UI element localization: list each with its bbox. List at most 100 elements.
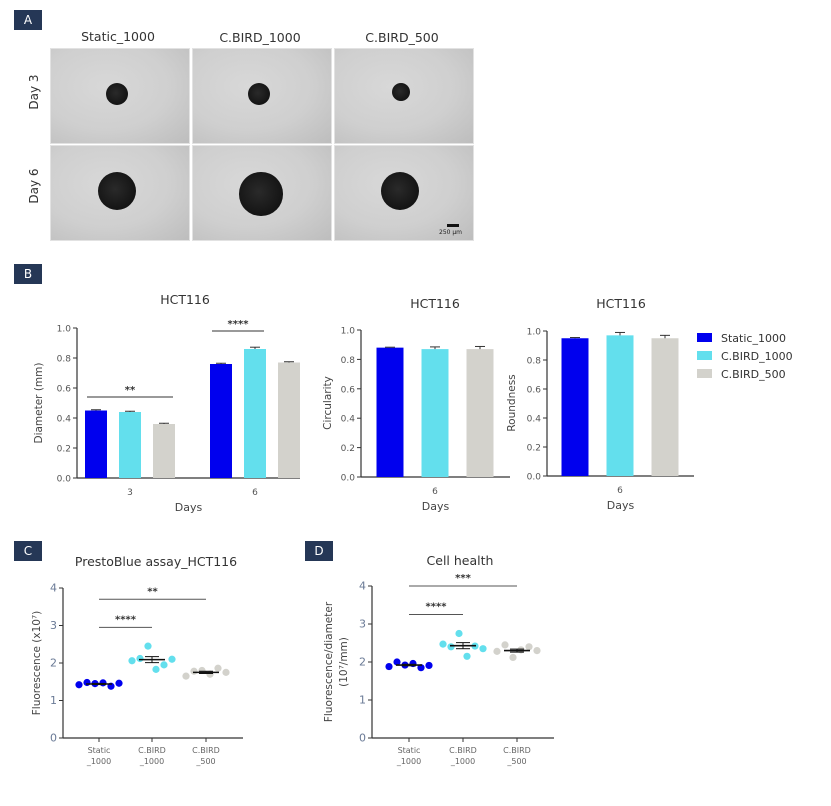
y-tick-label: 0.8: [527, 357, 542, 367]
data-point: [136, 654, 144, 663]
bar-cbird-1000: [606, 335, 634, 476]
micrograph-day-6-1: [192, 145, 332, 241]
legend-label-0: Static_1000: [721, 332, 786, 345]
bar-cbird-1000: [421, 349, 449, 477]
y-tick-label: 0.8: [57, 355, 72, 365]
bar-static-1000: [85, 410, 107, 478]
x-tick-label: 6: [252, 488, 258, 498]
y-tick-label: 0.0: [341, 474, 356, 484]
data-point: [190, 667, 198, 675]
x-tick-label: Static: [398, 746, 421, 755]
y-tick-label: 0.2: [57, 445, 71, 455]
bar-cbird-500: [651, 338, 679, 476]
y-tick-label: 1.0: [341, 327, 356, 337]
x-tick-label: _500: [506, 757, 526, 766]
y-tick-label: 4: [359, 580, 366, 593]
x-tick-label: C.BIRD: [449, 746, 477, 755]
legend-label-1: C.BIRD_1000: [721, 350, 793, 363]
data-point: [182, 672, 190, 680]
data-point: [525, 643, 533, 651]
x-tick-label: C.BIRD: [138, 746, 166, 755]
chart-title: Cell health: [427, 553, 494, 568]
y-tick-label: 0.6: [341, 385, 356, 395]
x-axis-label: Days: [175, 501, 203, 514]
significance-stars: ****: [115, 614, 137, 625]
legend-swatch-2: [697, 369, 712, 378]
x-tick-label: Static: [88, 746, 111, 755]
data-point: [447, 643, 455, 651]
micrograph-day-3-0: [50, 48, 190, 144]
y-tick-label: 0.4: [341, 415, 356, 425]
bar-cbird-500: [466, 349, 494, 477]
bar-cbird-1000: [119, 412, 141, 478]
x-tick-label: 6: [432, 487, 438, 497]
data-point: [222, 668, 230, 676]
legend-label-2: C.BIRD_500: [721, 368, 786, 381]
y-axis-label: Roundness: [506, 374, 518, 431]
data-point: [214, 664, 222, 672]
data-point: [160, 661, 168, 669]
micrograph-day-3-2: [334, 48, 474, 144]
x-tick-label: _1000: [86, 757, 111, 766]
data-point: [168, 655, 176, 663]
data-point: [533, 647, 541, 655]
y-tick-label: 3: [50, 619, 57, 632]
micrograph-day-6-0: [50, 145, 190, 241]
column-title-cbird-1000: C.BIRD_1000: [219, 30, 301, 45]
spheroid: [105, 82, 129, 106]
significance-stars: ***: [455, 573, 471, 584]
y-tick-label: 0.4: [527, 415, 542, 425]
chart-title: HCT116: [160, 292, 210, 307]
data-point: [455, 629, 463, 638]
bar-cbird-1000: [244, 349, 266, 478]
spheroid: [248, 83, 270, 105]
data-point: [115, 679, 123, 687]
significance-stars: **: [125, 385, 136, 396]
x-tick-label: C.BIRD: [192, 746, 220, 755]
x-axis-label: Days: [422, 500, 450, 513]
y-axis-label-line-1: (10⁷/mm): [338, 637, 350, 687]
micrograph-day-3-1: [192, 48, 332, 144]
y-tick-label: 0.0: [527, 473, 542, 483]
x-tick-label: 3: [127, 488, 133, 498]
significance-stars: **: [147, 586, 158, 597]
significance-stars: ****: [426, 602, 448, 613]
y-tick-label: 0: [50, 732, 57, 745]
x-axis-label: Days: [607, 499, 635, 512]
column-title-cbird-500: C.BIRD_500: [365, 30, 439, 45]
data-point: [144, 642, 152, 650]
panel-label-c: C: [14, 541, 42, 561]
x-tick-label: _1000: [396, 757, 421, 766]
y-tick-label: 0.0: [57, 475, 72, 485]
x-tick-label: 6: [617, 486, 623, 496]
legend-swatch-1: [697, 351, 712, 360]
y-axis-label: Fluorescence (x10⁷): [31, 611, 43, 716]
y-tick-label: 1: [50, 694, 57, 707]
y-tick-label: 2: [359, 656, 366, 669]
y-axis-label: Diameter (mm): [33, 362, 45, 443]
data-point: [99, 679, 107, 687]
significance-stars: ****: [228, 319, 250, 330]
y-tick-label: 2: [50, 657, 57, 670]
spheroid: [380, 171, 420, 211]
chart-title: HCT116: [596, 296, 646, 311]
bar-static-1000: [561, 338, 589, 476]
y-tick-label: 3: [359, 618, 366, 631]
y-tick-label: 1.0: [527, 328, 542, 338]
bar-static-1000: [210, 364, 232, 478]
data-point: [439, 640, 447, 648]
y-tick-label: 0.2: [527, 444, 541, 454]
data-point: [385, 662, 393, 671]
y-tick-label: 1: [359, 694, 366, 707]
spheroid: [98, 172, 136, 210]
data-point: [425, 661, 433, 670]
micrograph-day-6-2: 250 µm: [334, 145, 474, 241]
y-tick-label: 0.2: [341, 444, 355, 454]
data-point: [463, 652, 471, 660]
bar-cbird-500: [278, 362, 300, 478]
data-point: [393, 658, 401, 666]
panel-label-a: A: [14, 10, 42, 30]
data-point: [128, 657, 136, 665]
y-tick-label: 0.6: [527, 386, 542, 396]
